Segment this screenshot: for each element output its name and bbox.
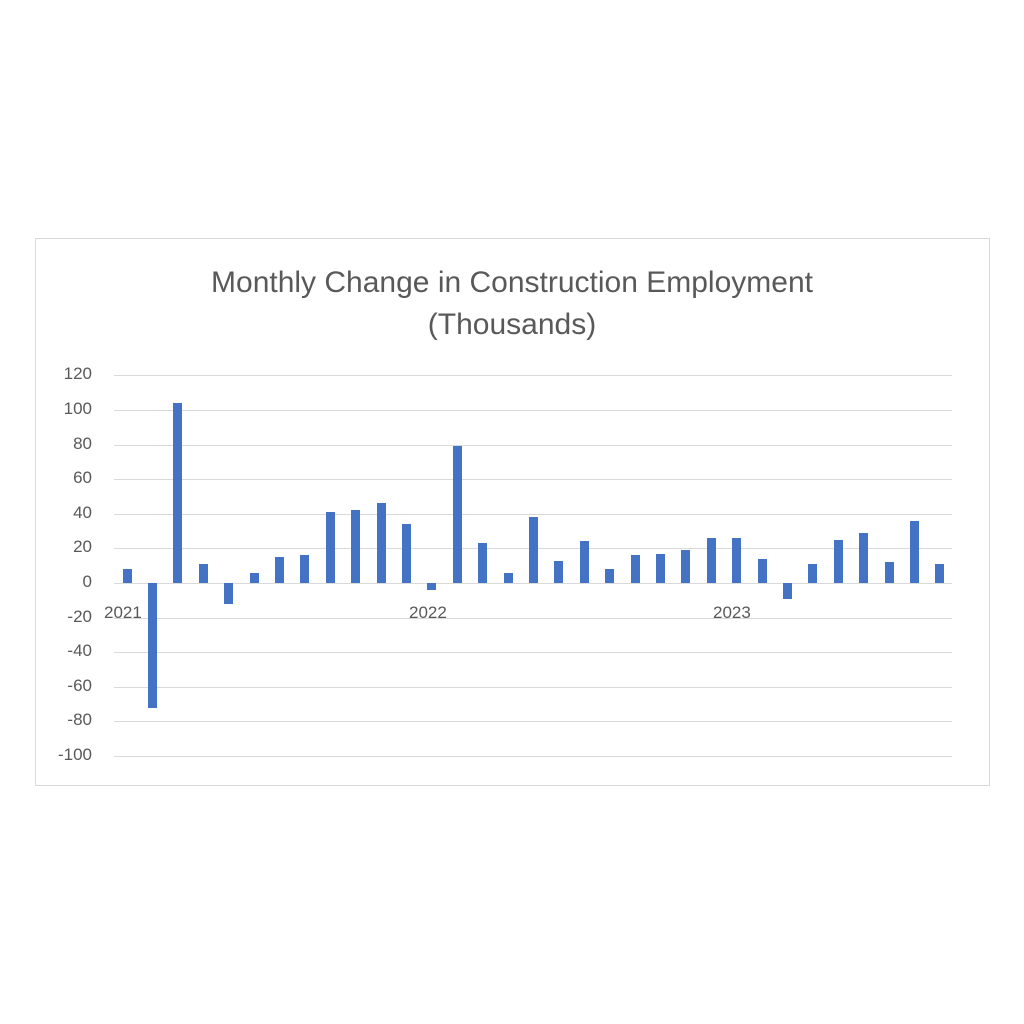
y-tick-label: 120 xyxy=(63,364,92,384)
bar xyxy=(452,446,462,583)
gridline xyxy=(114,375,952,377)
bar xyxy=(427,583,437,590)
y-tick-label: -20 xyxy=(67,606,92,626)
y-tick-label: -40 xyxy=(67,641,92,661)
y-tick-label: 20 xyxy=(73,537,92,557)
bar xyxy=(376,503,386,583)
gridline xyxy=(114,583,952,584)
bar xyxy=(833,539,843,583)
gridline xyxy=(114,686,952,688)
bar xyxy=(935,563,945,583)
bar xyxy=(300,555,310,583)
bar xyxy=(706,538,716,583)
bar xyxy=(782,583,792,599)
bar xyxy=(528,517,538,583)
y-tick-label: 0 xyxy=(82,572,92,591)
y-tick-label: -80 xyxy=(67,710,92,730)
gridline xyxy=(114,721,952,723)
gridline xyxy=(114,444,952,446)
bar xyxy=(909,520,919,583)
bar xyxy=(173,403,183,583)
bar xyxy=(351,510,361,583)
x-axis-year-label: 2023 xyxy=(713,603,751,622)
y-tick-label: -60 xyxy=(67,675,92,695)
y-tick-label: -100 xyxy=(57,745,92,764)
bar xyxy=(147,583,157,708)
bar xyxy=(681,550,691,583)
gridline xyxy=(114,617,952,619)
y-tick-label: 100 xyxy=(63,399,92,418)
y-tick-label: 60 xyxy=(73,468,92,488)
y-tick-label: 80 xyxy=(73,433,92,453)
bar xyxy=(198,563,208,583)
chart-title-line-2: (Thousands) xyxy=(427,308,597,341)
bar xyxy=(757,558,767,583)
bar xyxy=(224,583,234,604)
bar xyxy=(554,560,564,583)
x-axis-year-label: 2021 xyxy=(104,603,142,622)
chart-frame xyxy=(35,238,990,786)
bar xyxy=(478,543,488,583)
bar xyxy=(579,541,589,583)
bar xyxy=(401,524,411,583)
y-tick-label: 40 xyxy=(73,502,92,522)
x-axis-year-label: 2022 xyxy=(409,603,447,622)
bar xyxy=(605,569,615,583)
gridline xyxy=(114,756,952,757)
bar xyxy=(274,557,284,583)
gridline xyxy=(114,479,952,481)
bar xyxy=(630,555,640,583)
bar xyxy=(732,538,742,583)
chart-title-line-1: Monthly Change in Construction Employmen… xyxy=(211,266,813,299)
bar xyxy=(884,562,894,583)
chart-title: Monthly Change in Construction Employmen… xyxy=(0,262,1024,346)
gridline xyxy=(114,513,952,515)
bar xyxy=(122,569,132,583)
bar xyxy=(655,553,665,583)
bar xyxy=(503,572,513,583)
bar xyxy=(325,512,335,583)
bar xyxy=(859,532,869,583)
bar xyxy=(249,572,259,583)
gridline xyxy=(114,652,952,654)
gridline xyxy=(114,410,952,411)
bar xyxy=(808,563,818,583)
